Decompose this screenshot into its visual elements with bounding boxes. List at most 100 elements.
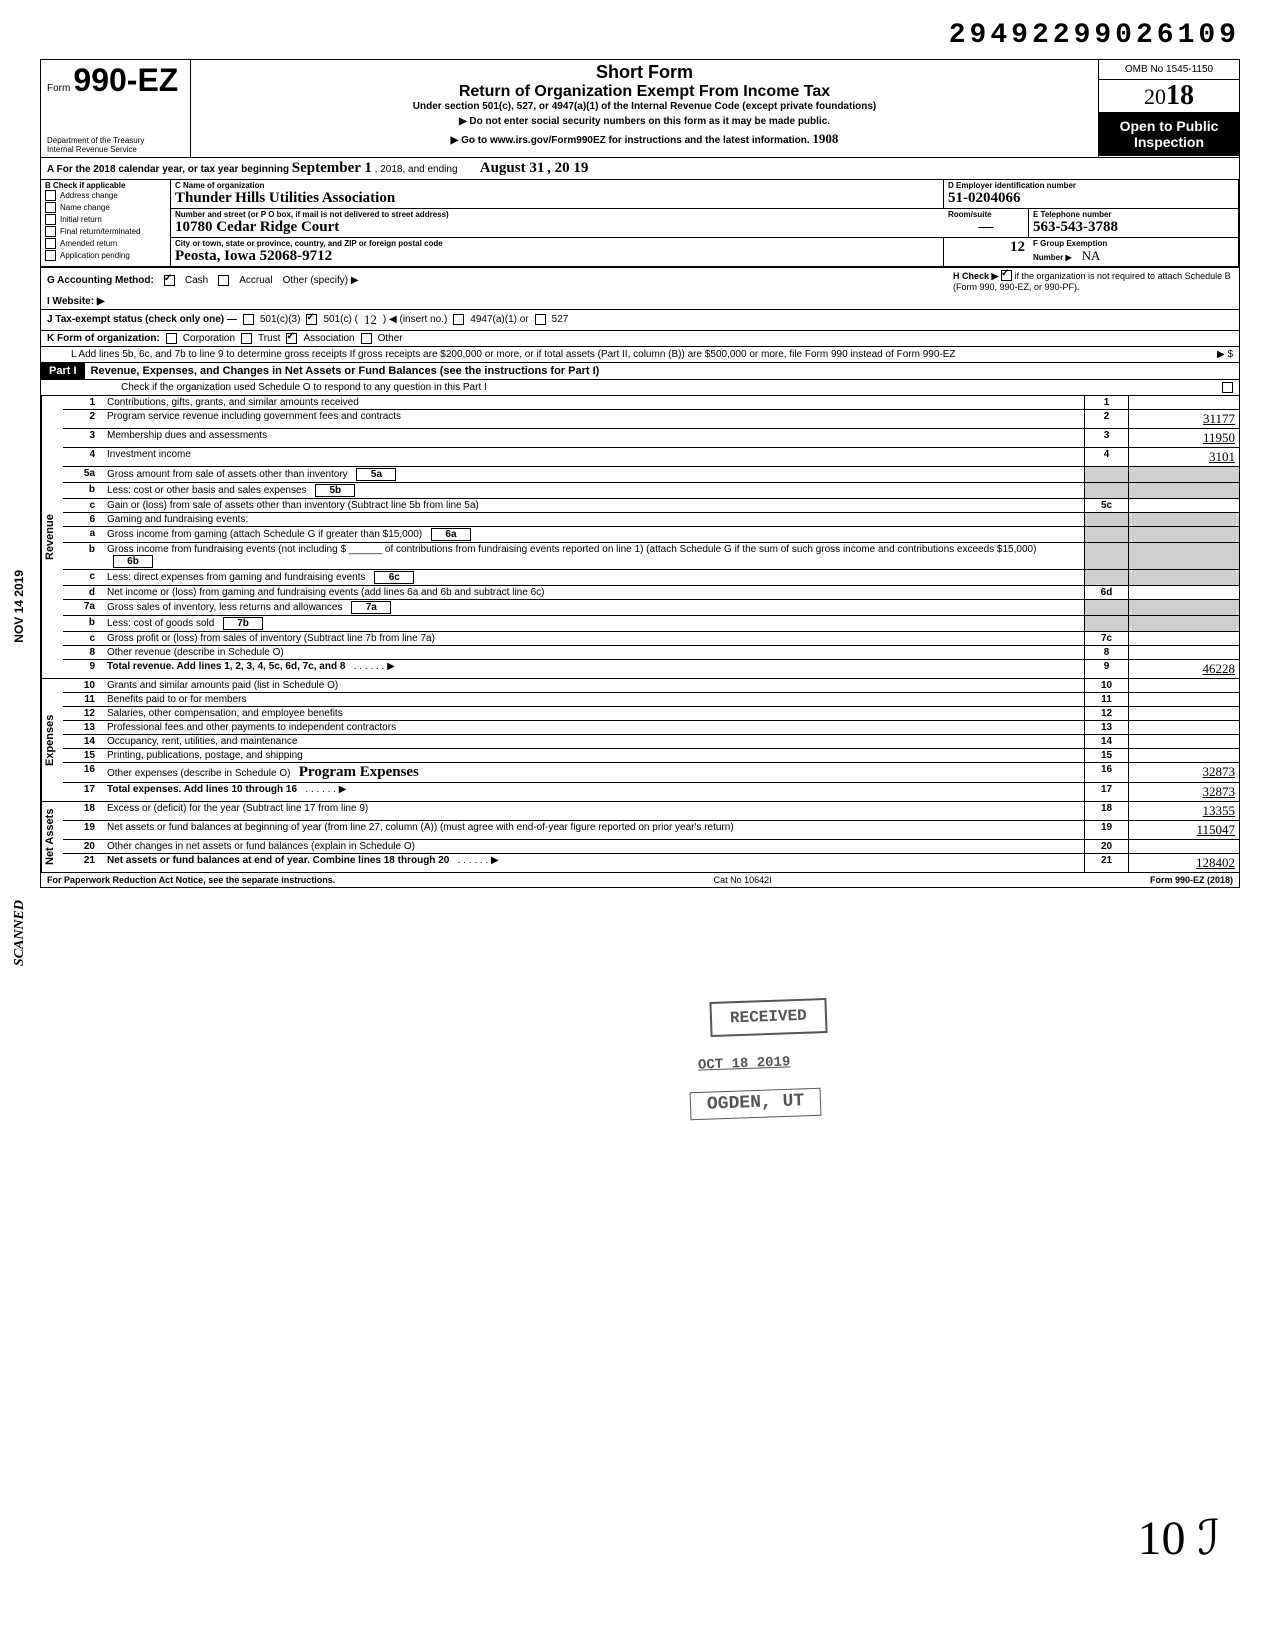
part-1-check-text: Check if the organization used Schedule … xyxy=(121,382,487,393)
side-stamp-date: NOV 14 2019 xyxy=(12,570,26,643)
line-number: 16 xyxy=(63,763,103,782)
line-19: 19Net assets or fund balances at beginni… xyxy=(63,820,1239,839)
chk-final-return[interactable] xyxy=(45,226,56,237)
inner-box-6a: 6a xyxy=(431,528,471,541)
line-box-number: 12 xyxy=(1084,707,1129,720)
line-21: 21Net assets or fund balances at end of … xyxy=(63,853,1239,872)
line-box-number: 5c xyxy=(1084,499,1129,512)
phone-label: E Telephone number xyxy=(1033,210,1234,219)
line-box-number: 10 xyxy=(1084,679,1129,692)
line-value xyxy=(1129,467,1239,482)
ssn-warning: ▶ Do not enter social security numbers o… xyxy=(197,116,1092,127)
row-a-mid: , 2018, and ending xyxy=(375,164,458,175)
room-label: Room/suite xyxy=(948,210,1024,219)
line-2: 2Program service revenue including gover… xyxy=(63,409,1239,428)
section-b-label: B Check if applicable xyxy=(45,181,166,190)
line-number: b xyxy=(63,543,103,569)
line-value xyxy=(1129,396,1239,409)
line-value: 3101 xyxy=(1129,448,1239,466)
chk-initial-return[interactable] xyxy=(45,214,56,225)
line-label: Total revenue. Add lines 1, 2, 3, 4, 5c,… xyxy=(103,660,1084,678)
line-label: Printing, publications, postage, and shi… xyxy=(103,749,1084,762)
identity-block: B Check if applicable Address change Nam… xyxy=(41,180,1239,267)
part-1-title: Revenue, Expenses, and Changes in Net As… xyxy=(85,363,1239,379)
chk-other-org[interactable] xyxy=(361,333,372,344)
inner-box-5b: 5b xyxy=(315,484,355,497)
tax-year: 18 xyxy=(1166,80,1194,111)
line-label: Gain or (loss) from sale of assets other… xyxy=(103,499,1084,512)
line-box-number xyxy=(1084,600,1129,615)
line-label: Other changes in net assets or fund bala… xyxy=(103,840,1084,853)
sub-title: Under section 501(c), 527, or 4947(a)(1)… xyxy=(197,101,1092,112)
k-label: K Form of organization: xyxy=(47,333,160,344)
line-number: 6 xyxy=(63,513,103,526)
line-box-number: 2 xyxy=(1084,410,1129,428)
line-label: Grants and similar amounts paid (list in… xyxy=(103,679,1084,692)
row-k-org-form: K Form of organization: Corporation Trus… xyxy=(41,330,1239,346)
chk-corp[interactable] xyxy=(166,333,177,344)
line-value xyxy=(1129,543,1239,569)
line-15: 15Printing, publications, postage, and s… xyxy=(63,748,1239,762)
line-number: 3 xyxy=(63,429,103,447)
line-label: Gross profit or (loss) from sales of inv… xyxy=(103,632,1084,645)
line-value xyxy=(1129,840,1239,853)
inner-box-5a: 5a xyxy=(356,468,396,481)
line-box-number: 6d xyxy=(1084,586,1129,599)
chk-4947[interactable] xyxy=(453,314,464,325)
row-g-h: G Accounting Method: Cash Accrual Other … xyxy=(41,267,1239,294)
dept-irs: Internal Revenue Service xyxy=(47,146,184,155)
line-value: 115047 xyxy=(1129,821,1239,839)
line-4: 4Investment income43101 xyxy=(63,447,1239,466)
line-b: bLess: cost of goods sold 7b xyxy=(63,615,1239,631)
l-arrow: ▶ $ xyxy=(1217,349,1233,360)
chk-schedule-b[interactable] xyxy=(1001,270,1012,281)
chk-accrual[interactable] xyxy=(218,275,229,286)
line-number: 9 xyxy=(63,660,103,678)
line-label: Net assets or fund balances at end of ye… xyxy=(103,854,1084,872)
chk-amended[interactable] xyxy=(45,238,56,249)
line-value xyxy=(1129,707,1239,720)
line-label: Membership dues and assessments xyxy=(103,429,1084,447)
line-value xyxy=(1129,646,1239,659)
row-a-end-year: , 20 19 xyxy=(547,164,588,175)
line-5c: cGain or (loss) from sale of assets othe… xyxy=(63,498,1239,512)
line-label: Program service revenue including govern… xyxy=(103,410,1084,428)
chk-address-change[interactable] xyxy=(45,190,56,201)
line-18: 18Excess or (deficit) for the year (Subt… xyxy=(63,802,1239,820)
line-value xyxy=(1129,499,1239,512)
line-20: 20Other changes in net assets or fund ba… xyxy=(63,839,1239,853)
tax-year-begin: September 1 xyxy=(292,160,372,176)
net-assets-section: Net Assets 18Excess or (deficit) for the… xyxy=(41,801,1239,872)
website-label: I Website: ▶ xyxy=(47,296,105,307)
line-box-number xyxy=(1084,467,1129,482)
line-box-number: 18 xyxy=(1084,802,1129,820)
chk-schedule-o[interactable] xyxy=(1222,382,1233,393)
chk-501c3[interactable] xyxy=(243,314,254,325)
chk-501c[interactable] xyxy=(306,314,317,325)
chk-assoc[interactable] xyxy=(286,333,297,344)
chk-pending[interactable] xyxy=(45,250,56,261)
chk-527[interactable] xyxy=(535,314,546,325)
line-number: 11 xyxy=(63,693,103,706)
phone-value: 563-543-3788 xyxy=(1033,219,1234,236)
line-12: 12Salaries, other compensation, and empl… xyxy=(63,706,1239,720)
line-box-number xyxy=(1084,527,1129,542)
form-footer: For Paperwork Reduction Act Notice, see … xyxy=(41,872,1239,887)
inner-box-7a: 7a xyxy=(351,601,391,614)
chk-name-change[interactable] xyxy=(45,202,56,213)
line-box-number: 16 xyxy=(1084,763,1129,782)
line-7c: cGross profit or (loss) from sales of in… xyxy=(63,631,1239,645)
chk-trust[interactable] xyxy=(241,333,252,344)
row-a-label: A For the 2018 calendar year, or tax yea… xyxy=(47,164,289,175)
line-label: Salaries, other compensation, and employ… xyxy=(103,707,1084,720)
line-6d: dNet income or (loss) from gaming and fu… xyxy=(63,585,1239,599)
line-b: bGross income from fundraising events (n… xyxy=(63,542,1239,569)
line-box-number: 13 xyxy=(1084,721,1129,734)
line-box-number xyxy=(1084,543,1129,569)
line-number: 13 xyxy=(63,721,103,734)
line-label: Gross income from gaming (attach Schedul… xyxy=(103,527,1084,542)
line-box-number: 17 xyxy=(1084,783,1129,801)
chk-cash[interactable] xyxy=(164,275,175,286)
line-number: 4 xyxy=(63,448,103,466)
line-label: Gross income from fundraising events (no… xyxy=(103,543,1084,569)
